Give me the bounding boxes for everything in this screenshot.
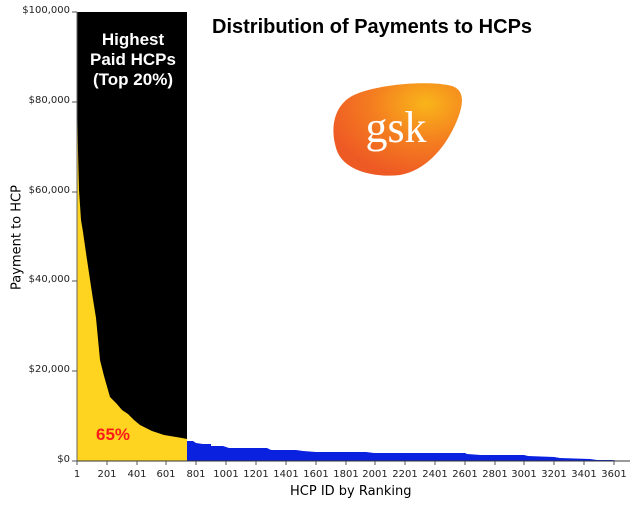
gsk-logo-text: gsk	[365, 103, 426, 152]
top-20-area	[77, 89, 187, 461]
callout-line-3: (Top 20%)	[93, 70, 173, 89]
y-tick-label: $0	[57, 454, 70, 465]
callout-line-1: Highest	[101, 30, 165, 49]
x-tick-marks	[76, 461, 615, 465]
chart-title: Distribution of Payments to HCPs	[212, 16, 533, 38]
x-tick-label: 1	[73, 469, 81, 480]
x-tick-label: 601	[156, 469, 176, 480]
callout-line-2: Paid HCPs	[90, 50, 176, 69]
share-percentage-label: 65%	[96, 425, 131, 444]
top-20-callout: Highest Paid HCPs (Top 20%)	[78, 30, 188, 90]
gsk-logo: gsk	[333, 83, 462, 176]
x-tick-label: 3201	[541, 469, 567, 480]
x-tick-label: 401	[127, 469, 147, 480]
x-tick-label: 1801	[333, 469, 359, 480]
x-tick-label: 2201	[392, 469, 418, 480]
y-axis-title: Payment to HCP	[9, 185, 25, 290]
x-tick-label: 2601	[452, 469, 478, 480]
y-tick-marks	[72, 11, 77, 462]
x-tick-label: 3401	[571, 469, 597, 480]
y-tick-label: $40,000	[28, 274, 70, 285]
remaining-80-area	[187, 441, 620, 461]
gsk-logo-shape	[333, 83, 462, 176]
x-tick-label: 201	[97, 469, 117, 480]
x-tick-label: 1001	[213, 469, 239, 480]
x-tick-label: 801	[186, 469, 206, 480]
y-tick-label: $100,000	[22, 5, 70, 16]
x-tick-label: 2001	[362, 469, 388, 480]
x-tick-label: 3001	[511, 469, 537, 480]
y-tick-label: $60,000	[28, 185, 70, 196]
x-tick-label: 1201	[243, 469, 269, 480]
y-tick-label: $20,000	[28, 364, 70, 375]
x-tick-label: 2801	[482, 469, 508, 480]
y-tick-label: $80,000	[28, 95, 70, 106]
x-tick-label: 2401	[422, 469, 448, 480]
x-tick-label: 3601	[601, 469, 627, 480]
x-tick-label: 1601	[303, 469, 329, 480]
x-tick-label: 1401	[273, 469, 299, 480]
x-axis-title: HCP ID by Ranking	[290, 484, 412, 499]
